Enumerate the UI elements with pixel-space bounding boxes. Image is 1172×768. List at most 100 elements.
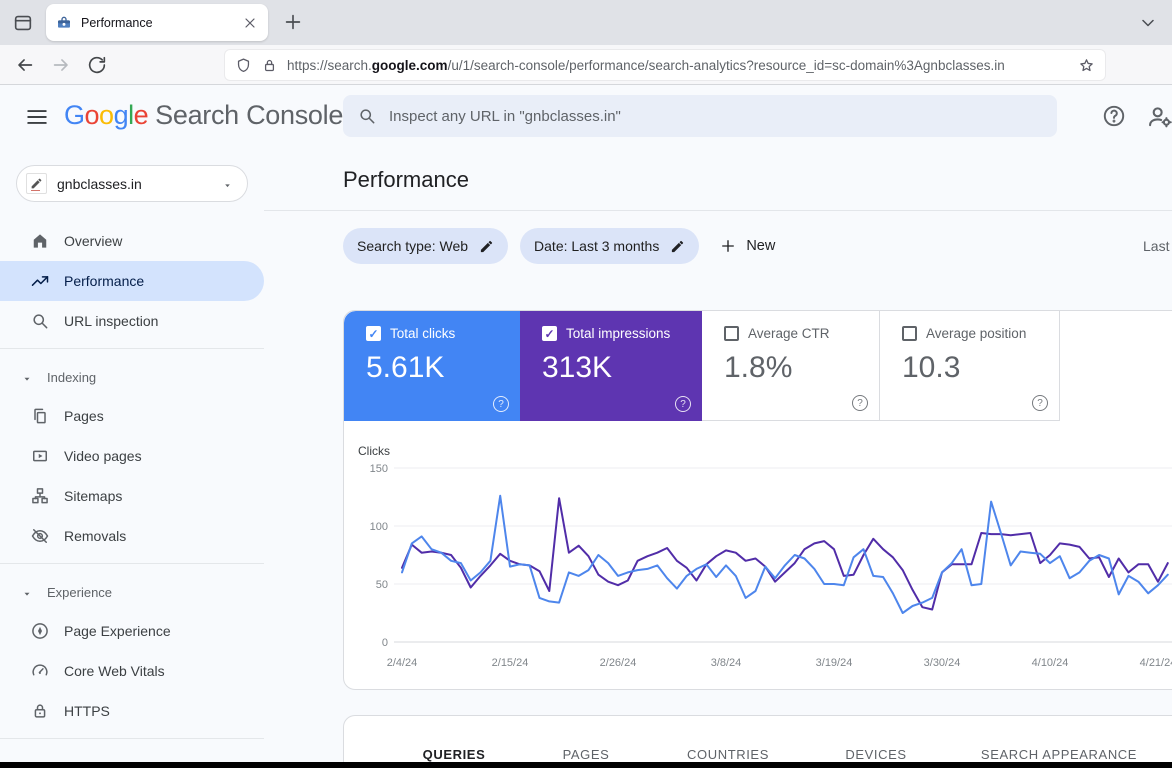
checkbox-unchecked-icon[interactable] <box>902 326 917 341</box>
metric-tile-average-ctr[interactable]: Average CTR1.8%? <box>702 311 880 421</box>
shield-icon[interactable] <box>235 57 252 74</box>
url-prefix: https://search. <box>287 58 372 73</box>
sidebar-item-label: Pages <box>64 408 104 424</box>
chart-area: 050100150Clicks2/4/242/15/242/26/243/8/2… <box>344 441 1172 690</box>
edit-pencil-icon <box>479 239 494 254</box>
metric-tile-total-impressions[interactable]: ✓Total impressions313K? <box>520 311 702 421</box>
tab-list-chevron-icon[interactable] <box>1138 13 1158 33</box>
sidebar-item-performance[interactable]: Performance <box>0 261 264 301</box>
metric-tiles: ✓Total clicks5.61K?✓Total impressions313… <box>344 311 1172 421</box>
last-updated-text: Last <box>1143 238 1169 254</box>
svg-text:3/19/24: 3/19/24 <box>816 657 853 669</box>
new-filter-button[interactable]: New <box>719 237 775 255</box>
browser-toolbar: https://search.google.com/u/1/search-con… <box>0 45 1172 85</box>
tab-pages[interactable]: PAGES <box>563 747 610 762</box>
url-bar[interactable]: https://search.google.com/u/1/search-con… <box>225 50 1105 80</box>
help-icon[interactable] <box>1101 103 1127 129</box>
sidebar-item-overview[interactable]: Overview <box>0 221 264 261</box>
edit-pencil-icon <box>670 239 685 254</box>
help-icon[interactable]: ? <box>1032 395 1048 411</box>
reload-button[interactable] <box>86 54 108 76</box>
sidebar-item-page-experience[interactable]: Page Experience <box>0 611 264 651</box>
google-logo: Google <box>64 100 148 130</box>
svg-text:50: 50 <box>376 579 388 591</box>
url-inspect-input[interactable] <box>389 108 1043 125</box>
url-inspect-searchbar[interactable] <box>343 95 1057 137</box>
sidebar-item-label: Sitemaps <box>64 488 122 504</box>
google-logo-letter: o <box>99 100 114 130</box>
sidebar-item-sitemaps[interactable]: Sitemaps <box>0 476 264 516</box>
svg-text:2/26/24: 2/26/24 <box>600 657 637 669</box>
sidebar-item-video-pages[interactable]: Video pages <box>0 436 264 476</box>
product-name: Search Console <box>155 100 343 130</box>
chevron-down-icon <box>22 587 32 597</box>
clicks-impressions-line-chart[interactable]: 050100150Clicks2/4/242/15/242/26/243/8/2… <box>344 441 1172 690</box>
tab-queries[interactable]: QUERIES <box>423 747 486 762</box>
speedometer-icon <box>30 661 50 681</box>
sidebar-item-core-web-vitals[interactable]: Core Web Vitals <box>0 651 264 691</box>
hamburger-menu-icon[interactable] <box>24 104 50 130</box>
google-logo-letter: g <box>114 100 129 130</box>
sitemap-icon <box>30 486 50 506</box>
sidebar-divider <box>0 738 264 739</box>
property-selector[interactable]: gnbclasses.in <box>16 165 248 202</box>
sidebar-panel-icon[interactable] <box>12 12 34 34</box>
date-range-chip[interactable]: Date: Last 3 months <box>520 228 699 264</box>
search-icon <box>30 311 50 331</box>
svg-text:100: 100 <box>370 521 388 533</box>
sidebar-item-https[interactable]: HTTPS <box>0 691 264 731</box>
google-search-console-logo[interactable]: GoogleSearch Console <box>64 100 343 131</box>
video-icon <box>30 446 50 466</box>
lock-icon[interactable] <box>261 57 278 74</box>
metric-value: 313K <box>542 351 702 385</box>
back-button[interactable] <box>14 54 36 76</box>
sidebar-section-indexing[interactable]: Indexing <box>0 367 264 387</box>
url-text: https://search.google.com/u/1/search-con… <box>287 58 1070 73</box>
checkbox-unchecked-icon[interactable] <box>724 326 739 341</box>
svg-text:150: 150 <box>370 463 388 475</box>
new-tab-button[interactable] <box>282 11 304 33</box>
app-header: GoogleSearch Console <box>0 85 1172 149</box>
metric-value: 10.3 <box>902 351 1059 385</box>
search-console-app: GoogleSearch Console gnbclasses.in Overv… <box>0 85 1172 767</box>
sidebar-item-pages[interactable]: Pages <box>0 396 264 436</box>
sidebar: gnbclasses.in OverviewPerformanceURL ins… <box>0 149 264 767</box>
chevron-down-icon <box>22 372 32 382</box>
sidebar-item-label: Core Web Vitals <box>64 663 165 679</box>
bookmark-star-icon[interactable] <box>1078 57 1095 74</box>
property-name: gnbclasses.in <box>57 176 222 192</box>
browser-tab[interactable]: Performance <box>46 4 268 41</box>
metric-tile-total-clicks[interactable]: ✓Total clicks5.61K? <box>344 311 520 421</box>
forward-button[interactable] <box>50 54 72 76</box>
help-icon[interactable]: ? <box>675 396 691 412</box>
new-filter-label: New <box>746 238 775 254</box>
help-icon[interactable]: ? <box>493 396 509 412</box>
sidebar-item-label: Removals <box>64 528 126 544</box>
sidebar-section-label: Indexing <box>47 370 96 385</box>
sidebar-section-experience[interactable]: Experience <box>0 582 264 602</box>
sidebar-item-label: Page Experience <box>64 623 171 639</box>
metric-tile-average-position[interactable]: Average position 10.3? <box>880 311 1060 421</box>
lock-icon <box>30 701 50 721</box>
metric-label: Average CTR <box>748 326 830 341</box>
compass-icon <box>30 621 50 641</box>
checkbox-checked-icon[interactable]: ✓ <box>366 326 381 341</box>
search-type-chip[interactable]: Search type: Web <box>343 228 508 264</box>
sidebar-item-url-inspection[interactable]: URL inspection <box>0 301 264 341</box>
tab-devices[interactable]: DEVICES <box>845 747 906 762</box>
tab-close-icon[interactable] <box>242 15 258 31</box>
pages-icon <box>30 406 50 426</box>
sidebar-item-removals[interactable]: Removals <box>0 516 264 556</box>
tab-search-appearance[interactable]: SEARCH APPEARANCE <box>981 747 1137 762</box>
svg-text:3/8/24: 3/8/24 <box>711 657 742 669</box>
trending-up-icon <box>30 271 50 291</box>
svg-text:Clicks: Clicks <box>358 444 390 458</box>
manage-account-icon[interactable] <box>1146 103 1172 131</box>
tab-countries[interactable]: COUNTRIES <box>687 747 769 762</box>
metric-label: Average position <box>926 326 1026 341</box>
google-logo-letter: G <box>64 100 85 130</box>
checkbox-checked-icon[interactable]: ✓ <box>542 326 557 341</box>
help-icon[interactable]: ? <box>852 395 868 411</box>
performance-chart-card: ✓Total clicks5.61K?✓Total impressions313… <box>343 310 1172 690</box>
sidebar-section-label: Experience <box>47 585 112 600</box>
